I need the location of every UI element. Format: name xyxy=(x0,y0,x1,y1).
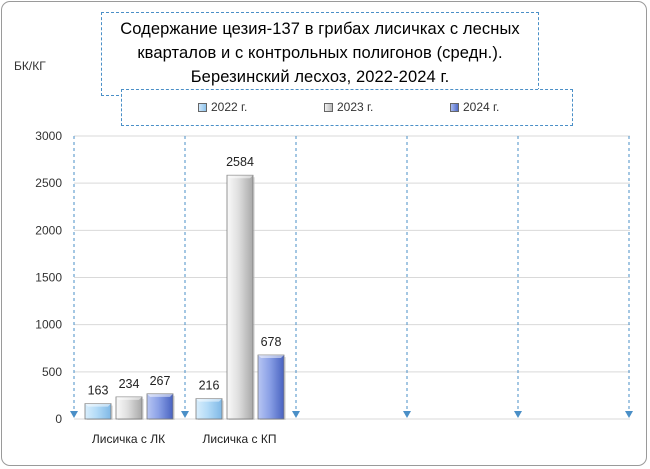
y-tick-label: 1500 xyxy=(35,271,62,285)
bar-bevel xyxy=(258,355,284,359)
x-category-label: Лисичка с ЛК xyxy=(92,432,165,446)
bar-bevel xyxy=(196,398,222,402)
chart-title-line-1: Содержание цезия-137 в грибах лисичках с… xyxy=(120,20,520,38)
legend-label-2022: 2022 г. xyxy=(211,100,248,114)
x-category-label: Лисичка с КП xyxy=(202,432,276,446)
chart-title-line-3: Березинский лесхоз, 2022-2024 г. xyxy=(190,68,450,86)
y-tick-label: 3000 xyxy=(35,129,62,143)
legend-label-2024: 2024 г. xyxy=(463,100,500,114)
divider-arrow-icon xyxy=(292,411,300,418)
bar-bevel xyxy=(116,396,142,400)
legend-item-2024: 2024 г. xyxy=(450,100,499,114)
divider-arrow-icon xyxy=(403,411,411,418)
y-tick-label: 0 xyxy=(55,412,62,426)
y-tick-label: 2000 xyxy=(35,223,62,237)
chart-title-line-2: кварталов и с контрольных полигонов (сре… xyxy=(137,44,503,62)
divider-arrow-icon xyxy=(625,411,633,418)
divider-arrow-icon xyxy=(514,411,522,418)
data-label: 2584 xyxy=(226,155,254,169)
y-tick-label: 2500 xyxy=(35,176,62,190)
data-label: 163 xyxy=(88,384,109,398)
chart-title-box: Содержание цезия-137 в грибах лисичках с… xyxy=(101,12,539,96)
divider-arrow-icon xyxy=(70,411,78,418)
data-label: 216 xyxy=(199,379,220,393)
bar-2024 xyxy=(257,354,285,420)
y-tick-label: 500 xyxy=(42,365,62,379)
bar-2024 xyxy=(146,393,174,420)
legend-label-2023: 2023 г. xyxy=(337,100,374,114)
bar-bevel xyxy=(147,393,173,397)
y-axis-unit-label: БК/КГ xyxy=(14,59,46,73)
legend-swatch-2022 xyxy=(198,102,207,112)
data-label: 267 xyxy=(150,374,171,388)
bar-bevel xyxy=(85,403,111,407)
y-tick-label: 1000 xyxy=(35,318,62,332)
bar-2022 xyxy=(195,398,223,420)
bar-2023 xyxy=(226,174,254,420)
legend-swatch-2024 xyxy=(450,102,459,112)
legend-item-2023: 2023 г. xyxy=(324,100,373,114)
data-label: 678 xyxy=(261,335,282,349)
legend: 2022 г. 2023 г. 2024 г. xyxy=(121,89,573,126)
bar-bevel xyxy=(227,175,253,179)
legend-swatch-2023 xyxy=(324,102,333,112)
data-label: 234 xyxy=(119,377,140,391)
legend-item-2022: 2022 г. xyxy=(198,100,247,114)
divider-arrow-icon xyxy=(181,411,189,418)
bar-2023 xyxy=(115,396,143,420)
